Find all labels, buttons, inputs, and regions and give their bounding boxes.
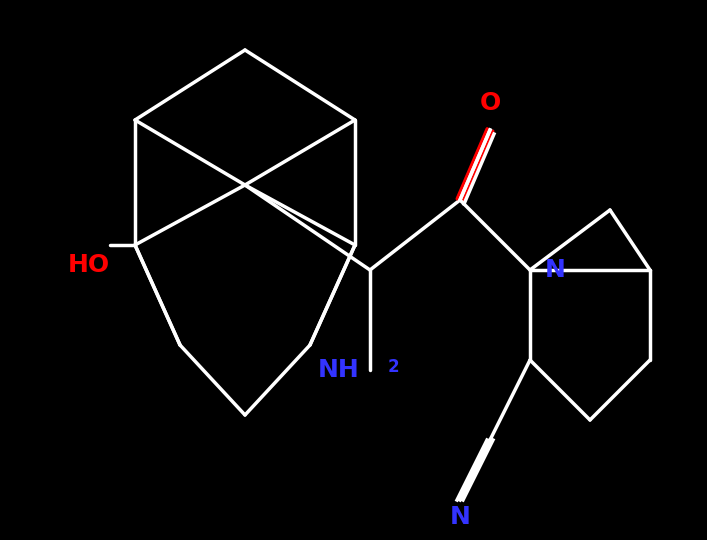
Text: O: O bbox=[479, 91, 501, 115]
Text: N: N bbox=[450, 505, 470, 529]
Text: NH: NH bbox=[318, 358, 360, 382]
Text: N: N bbox=[545, 258, 566, 282]
Text: 2: 2 bbox=[388, 358, 399, 376]
Text: HO: HO bbox=[68, 253, 110, 277]
